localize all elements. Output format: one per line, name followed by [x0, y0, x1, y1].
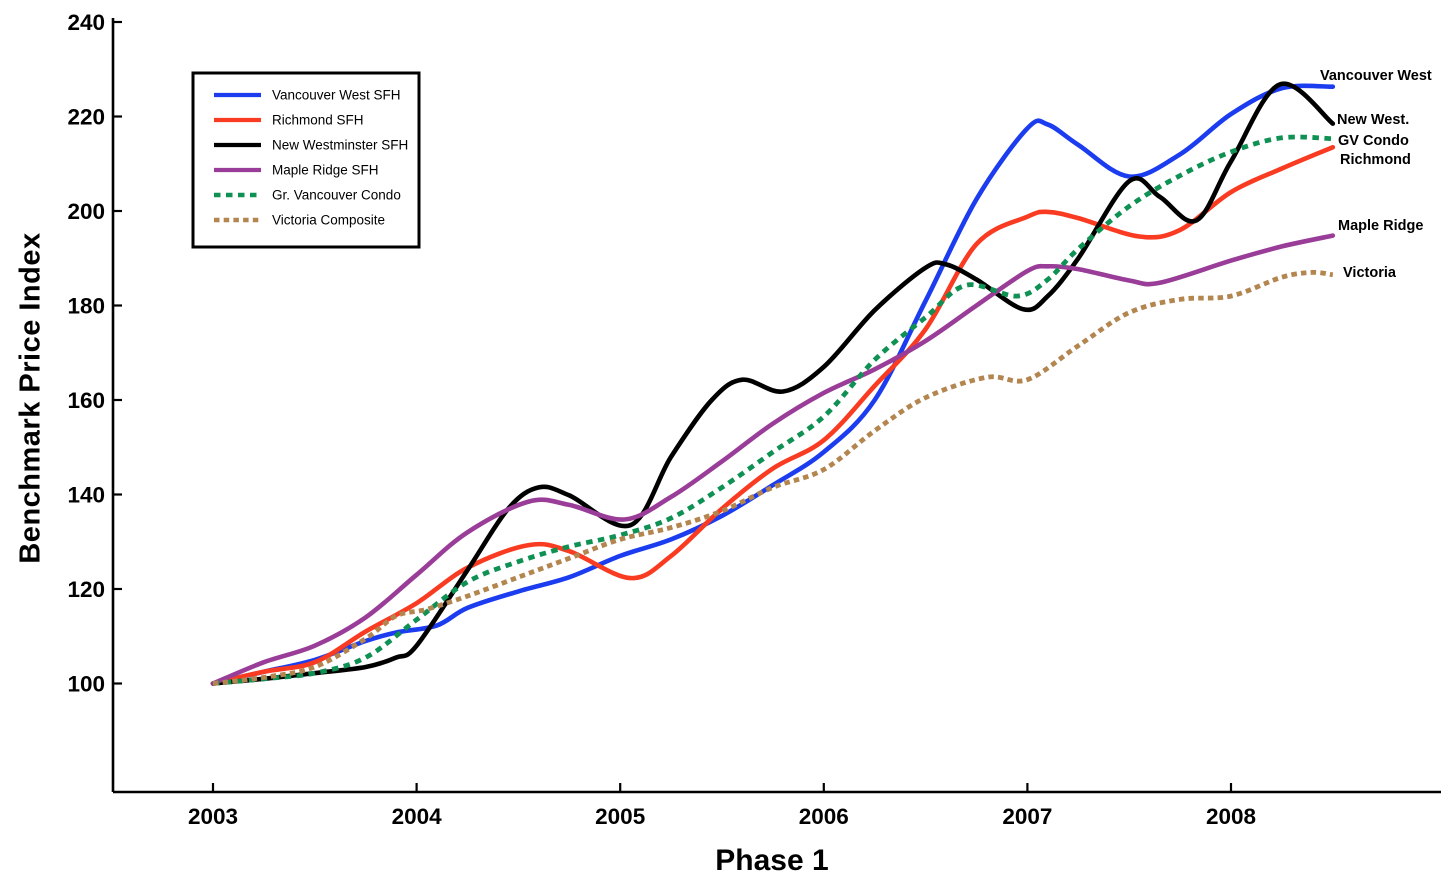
x-tick-label: 2003	[188, 804, 238, 829]
series-line-3	[210, 233, 1336, 686]
series-line-2	[210, 81, 1336, 686]
y-axis-title: Benchmark Price Index	[14, 232, 47, 564]
series-line-1	[210, 144, 1336, 686]
series-end-label-3: Maple Ridge	[1338, 218, 1423, 234]
y-tick-label: 100	[67, 672, 105, 697]
y-tick-label: 140	[67, 483, 105, 508]
legend-label-2: New Westminster SFH	[272, 138, 408, 153]
series-end-label-4: GV Condo	[1338, 133, 1409, 149]
series-end-label-2: New West.	[1337, 112, 1409, 128]
y-tick-label: 180	[67, 294, 105, 319]
x-tick-label: 2004	[392, 804, 443, 829]
x-tick-label: 2007	[1002, 804, 1052, 829]
x-tick-label: 2005	[595, 804, 645, 829]
y-tick-label: 240	[67, 10, 105, 35]
y-tick-label: 220	[67, 105, 105, 130]
x-tick-label: 2006	[799, 804, 849, 829]
x-axis-title: Phase 1	[715, 844, 829, 877]
legend-box	[191, 71, 421, 249]
legend-label-1: Richmond SFH	[272, 113, 364, 128]
series-end-label-0: Vancouver West	[1320, 68, 1432, 84]
legend-label-0: Vancouver West SFH	[272, 88, 401, 103]
series-end-label-1: Richmond	[1340, 152, 1411, 168]
y-tick-label: 120	[67, 577, 105, 602]
series-end-label-5: Victoria	[1343, 265, 1397, 281]
legend-label-3: Maple Ridge SFH	[272, 163, 379, 178]
legend-label-4: Gr. Vancouver Condo	[272, 188, 401, 203]
series-line-4	[212, 134, 1333, 686]
series-line-5	[212, 269, 1334, 686]
y-tick-label: 200	[67, 199, 105, 224]
legend-label-5: Victoria Composite	[272, 213, 385, 228]
x-tick-label: 2008	[1206, 804, 1256, 829]
y-tick-label: 160	[67, 388, 105, 413]
